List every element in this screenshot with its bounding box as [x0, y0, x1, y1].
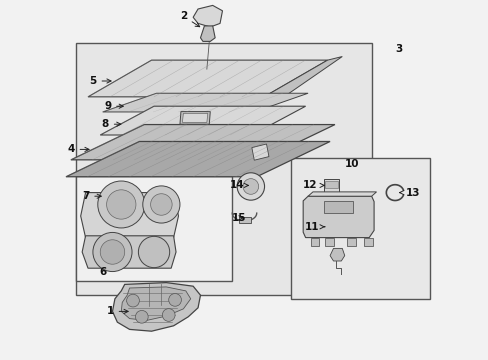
Polygon shape — [329, 248, 344, 261]
Polygon shape — [66, 141, 329, 177]
Bar — [238, 217, 250, 223]
Circle shape — [93, 233, 132, 271]
Circle shape — [150, 194, 172, 215]
Text: 5: 5 — [89, 76, 111, 86]
Circle shape — [138, 237, 169, 267]
Bar — [323, 201, 352, 213]
Bar — [364, 238, 372, 246]
Polygon shape — [193, 5, 222, 27]
Circle shape — [100, 240, 124, 264]
Circle shape — [98, 181, 144, 228]
Polygon shape — [303, 196, 373, 238]
Circle shape — [162, 309, 175, 321]
Polygon shape — [81, 193, 178, 238]
Polygon shape — [102, 93, 307, 112]
Text: 9: 9 — [104, 101, 123, 111]
Text: 7: 7 — [81, 191, 101, 201]
Text: 10: 10 — [344, 159, 359, 169]
Polygon shape — [307, 192, 376, 196]
Polygon shape — [180, 112, 210, 124]
Circle shape — [243, 179, 258, 194]
Bar — [325, 238, 333, 246]
Bar — [325, 181, 337, 188]
Polygon shape — [121, 287, 190, 320]
Text: 4: 4 — [67, 144, 89, 154]
Polygon shape — [251, 144, 268, 160]
Polygon shape — [88, 60, 327, 97]
Bar — [76, 43, 371, 295]
Text: 3: 3 — [394, 44, 401, 54]
Bar — [290, 158, 429, 299]
Circle shape — [237, 173, 264, 200]
Text: 13: 13 — [399, 188, 420, 198]
Bar — [346, 238, 355, 246]
Circle shape — [168, 293, 181, 306]
Text: 14: 14 — [229, 180, 248, 190]
Bar — [310, 238, 319, 246]
Circle shape — [126, 294, 139, 307]
Polygon shape — [82, 236, 176, 268]
Circle shape — [142, 186, 180, 223]
Text: 1: 1 — [106, 306, 128, 316]
Polygon shape — [112, 283, 200, 331]
Text: 2: 2 — [180, 11, 199, 27]
Text: 8: 8 — [102, 119, 121, 129]
Polygon shape — [182, 113, 207, 122]
Bar — [323, 179, 339, 194]
Text: 15: 15 — [231, 213, 245, 223]
Polygon shape — [264, 57, 342, 100]
Polygon shape — [71, 125, 334, 160]
Circle shape — [135, 310, 148, 323]
Text: 12: 12 — [303, 180, 324, 190]
Bar — [76, 176, 232, 281]
Text: 11: 11 — [304, 222, 324, 232]
Text: 6: 6 — [99, 267, 106, 277]
Polygon shape — [100, 106, 305, 135]
Polygon shape — [200, 26, 215, 41]
Circle shape — [106, 190, 136, 219]
